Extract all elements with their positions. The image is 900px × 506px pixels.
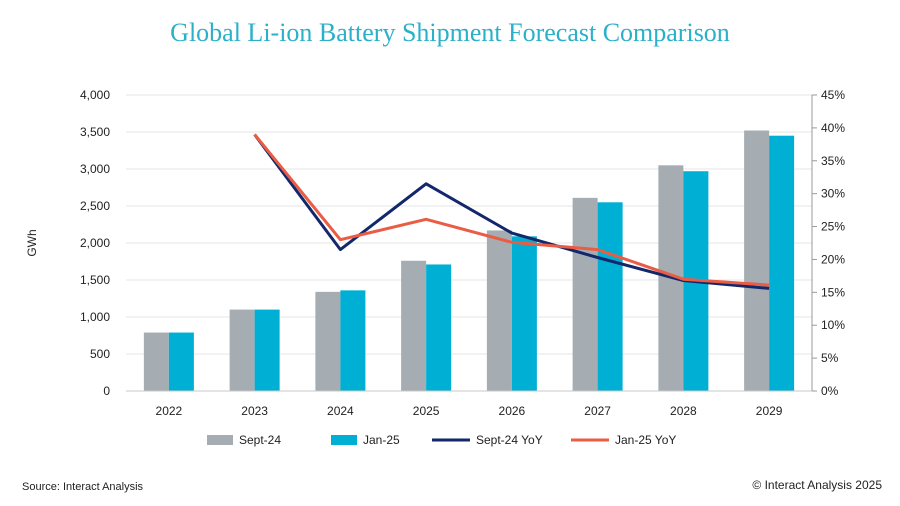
bar-jan-25 (769, 135, 795, 391)
bars (143, 130, 795, 391)
bar-sept-24 (401, 260, 427, 391)
y-tick-label: 3,500 (80, 125, 110, 139)
bar-jan-25 (168, 332, 194, 391)
legend-jan-25-yoy-label: Jan-25 YoY (615, 433, 676, 447)
x-tick-label: 2027 (584, 404, 611, 418)
bar-jan-25 (511, 236, 537, 391)
copyright-note: © Interact Analysis 2025 (752, 478, 882, 492)
y2-tick-label: 20% (821, 252, 845, 266)
yoy-lines (253, 133, 770, 290)
bar-jan-25 (340, 290, 366, 391)
legend-jan-25-label: Jan-25 (363, 433, 400, 447)
bar-jan-25 (426, 264, 452, 391)
x-tick-label: 2025 (413, 404, 440, 418)
y-tick-label: 2,500 (80, 199, 110, 213)
bar-jan-25 (254, 309, 280, 391)
x-tick-label: 2029 (756, 404, 783, 418)
y-tick-label: 1,000 (80, 310, 110, 324)
y-axis-title: GWh (25, 229, 39, 256)
legend: Sept-24 Jan-25 Sept-24 YoY Jan-25 YoY (207, 433, 676, 447)
legend-sept-24-yoy-label: Sept-24 YoY (476, 433, 543, 447)
legend-sept-24-label: Sept-24 (239, 433, 281, 447)
bar-sept-24 (229, 309, 255, 391)
y-tick-label: 3,000 (80, 162, 110, 176)
y-tick-label: 4,000 (80, 88, 110, 102)
bar-jan-25 (597, 202, 623, 391)
bar-sept-24 (486, 230, 512, 391)
y-tick-label: 0 (103, 384, 110, 398)
y2-tick-label: 5% (821, 351, 839, 365)
bar-sept-24 (744, 130, 770, 391)
y2-tick-label: 15% (821, 285, 845, 299)
y-tick-label: 1,500 (80, 273, 110, 287)
source-note: Source: Interact Analysis (22, 481, 144, 493)
bar-sept-24 (572, 197, 598, 391)
y2-tick-label: 40% (821, 121, 845, 135)
x-tick-label: 2024 (327, 404, 354, 418)
bar-sept-24 (315, 291, 341, 391)
x-tick-label: 2023 (241, 404, 268, 418)
gridlines (126, 94, 812, 355)
axes: 0 500 1,000 1,500 2,000 2,500 3,000 3,500 4,000 0… (25, 88, 845, 418)
line-jan-25-yoy (253, 133, 770, 287)
y2-tick-label: 30% (821, 187, 845, 201)
y-tick-label: 2,000 (80, 236, 110, 250)
y2-tick-label: 0% (821, 384, 839, 398)
x-tick-label: 2026 (499, 404, 526, 418)
x-tick-label: 2028 (670, 404, 697, 418)
bar-sept-24 (143, 332, 169, 391)
chart-title: Global Li-ion Battery Shipment Forecast … (170, 18, 730, 47)
legend-sept-24-swatch (207, 435, 233, 445)
y-tick-label: 500 (90, 347, 110, 361)
y2-tick-label: 35% (821, 154, 845, 168)
legend-jan-25-swatch (331, 435, 357, 445)
y2-tick-label: 45% (821, 88, 845, 102)
y2-tick-label: 25% (821, 220, 845, 234)
x-tick-label: 2022 (156, 404, 183, 418)
y2-tick-label: 10% (821, 318, 845, 332)
